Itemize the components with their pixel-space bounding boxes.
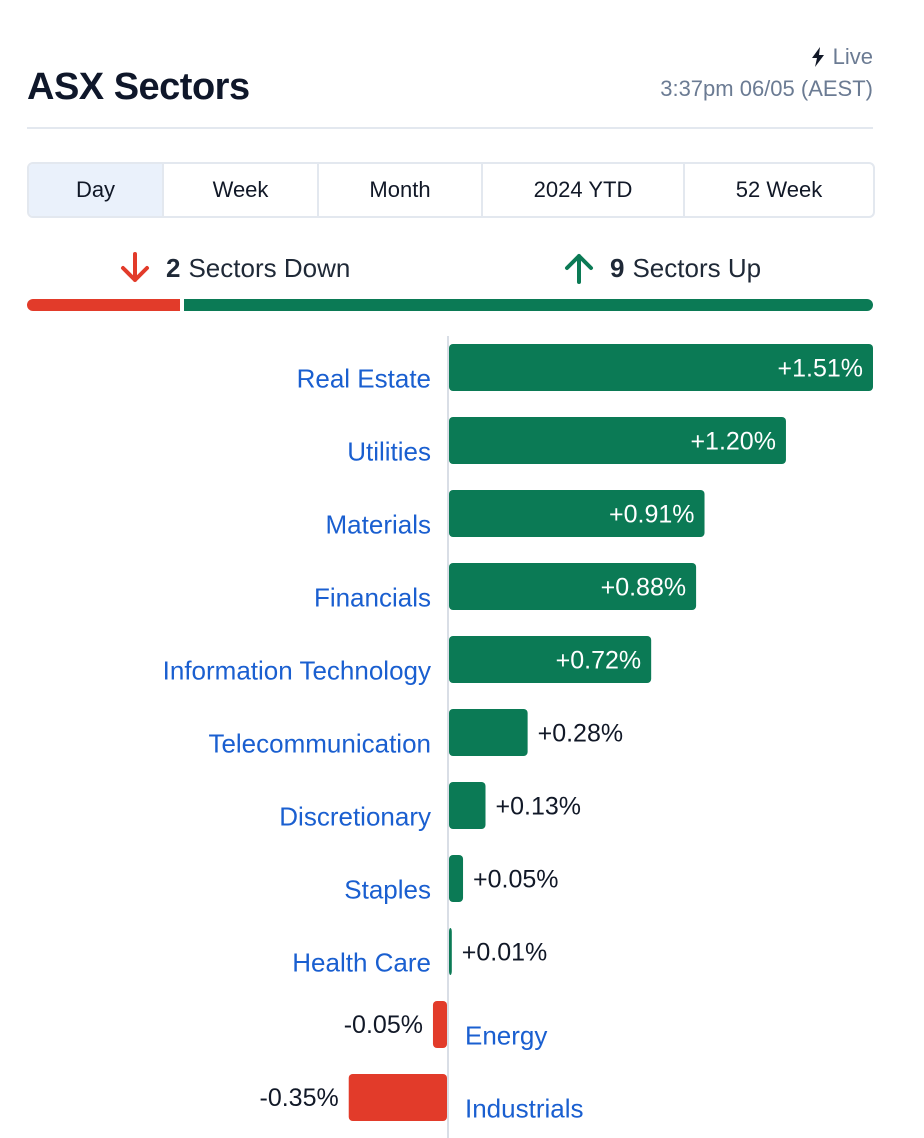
bar-energy — [432, 1001, 447, 1048]
category-label-information-technology[interactable]: Information Technology — [163, 656, 431, 686]
live-label: Live — [832, 44, 873, 69]
bar-staples — [449, 855, 464, 902]
value-label-utilities: +1.20% — [690, 428, 776, 456]
sectors-down-summary: 2 Sectors Down — [118, 248, 350, 288]
live-indicator: Live — [811, 44, 873, 70]
value-label-real-estate: +1.51% — [778, 355, 864, 383]
category-label-health-care[interactable]: Health Care — [292, 948, 431, 978]
tab-week[interactable]: Week — [164, 164, 319, 216]
category-label-telecommunication[interactable]: Telecommunication — [208, 729, 431, 759]
divider — [27, 127, 873, 129]
bar-health-care — [449, 928, 452, 975]
sectors-up-count: 9 — [610, 252, 625, 283]
value-label-discretionary: +0.13% — [496, 793, 581, 821]
header: ASX Sectors Live 3:37pm 06/05 (AEST) — [27, 40, 873, 130]
category-label-real-estate[interactable]: Real Estate — [297, 364, 431, 394]
bar-discretionary — [449, 782, 486, 829]
lightning-icon — [811, 47, 824, 67]
category-label-discretionary[interactable]: Discretionary — [279, 802, 431, 832]
value-label-telecommunication: +0.28% — [538, 720, 624, 748]
ratio-down-segment — [27, 299, 180, 311]
value-label-industrials: -0.35% — [260, 1084, 339, 1112]
value-label-health-care: +0.01% — [462, 939, 548, 967]
category-label-materials[interactable]: Materials — [326, 510, 431, 540]
sectors-down-count: 2 — [166, 252, 181, 283]
bar-industrials — [348, 1074, 447, 1121]
sector-bar-chart: Real Estate +1.51% Utilities +1.20% Material… — [163, 336, 873, 1138]
category-label-staples[interactable]: Staples — [344, 875, 431, 905]
arrow-down-icon — [121, 252, 149, 282]
bar-materials — [449, 490, 705, 537]
sectors-down-label: Sectors Down — [188, 252, 351, 283]
value-label-materials: +0.91% — [609, 501, 695, 529]
bar-financials — [449, 563, 697, 610]
bar-real-estate — [449, 344, 873, 391]
period-tabs: Day Week Month 2024 YTD 52 Week — [27, 162, 875, 218]
timestamp: 3:37pm 06/05 (AEST) — [660, 76, 873, 101]
ratio-up-segment — [184, 299, 873, 311]
value-label-financials: +0.88% — [601, 574, 687, 602]
value-label-energy: -0.05% — [344, 1011, 423, 1039]
tab-day[interactable]: Day — [29, 164, 164, 216]
sectors-up-summary: 9 Sectors Up — [562, 248, 761, 288]
tab-52-week[interactable]: 52 Week — [735, 177, 823, 202]
arrow-up-icon — [565, 254, 593, 284]
category-label-utilities[interactable]: Utilities — [347, 437, 431, 467]
page-title: ASX Sectors — [27, 66, 250, 108]
category-label-financials[interactable]: Financials — [314, 583, 431, 613]
bar-information-technology — [449, 636, 652, 683]
bar-telecommunication — [449, 709, 528, 756]
sector-ratio-bar — [27, 299, 873, 311]
value-label-staples: +0.05% — [473, 866, 559, 894]
sectors-up-label: Sectors Up — [632, 252, 762, 283]
category-label-energy[interactable]: Energy — [465, 1021, 547, 1051]
category-label-industrials[interactable]: Industrials — [465, 1094, 584, 1124]
value-label-information-technology: +0.72% — [556, 647, 642, 675]
tab-2024-ytd[interactable]: 2024 YTD — [483, 164, 685, 216]
bar-utilities — [449, 417, 786, 464]
tab-month[interactable]: Month — [319, 164, 483, 216]
